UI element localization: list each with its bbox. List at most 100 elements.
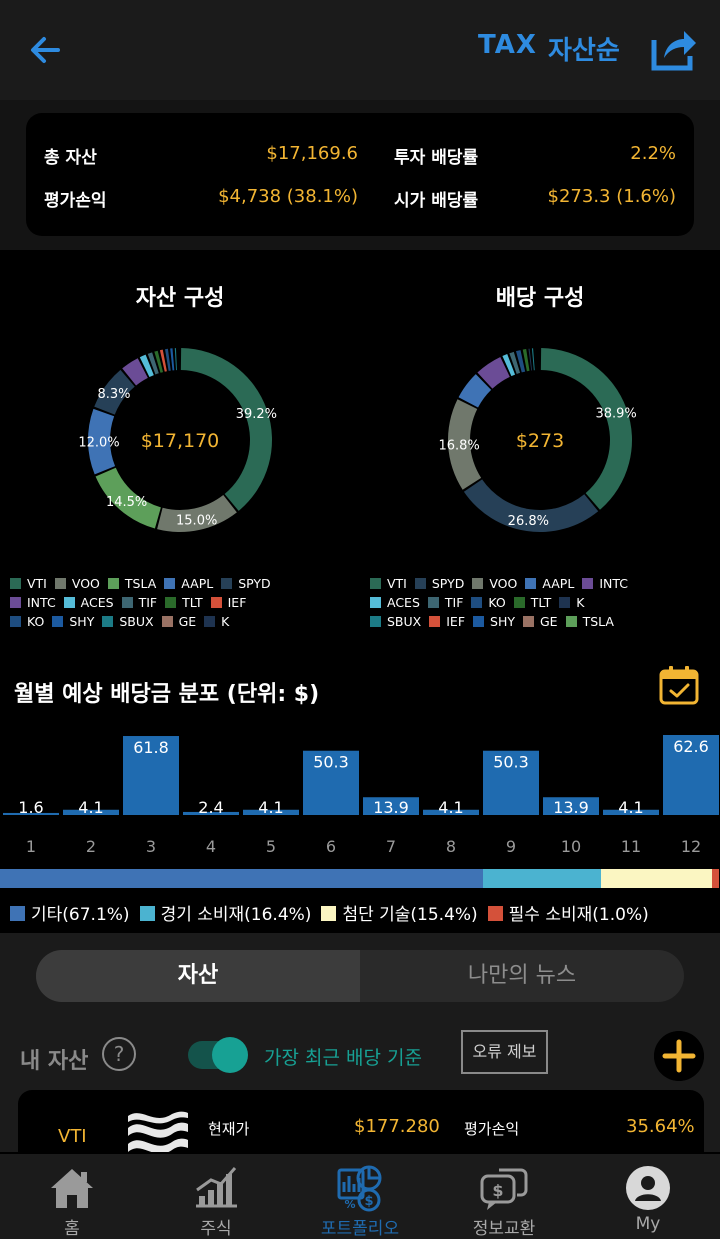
bar-value-label: 4.1 [78,798,103,817]
legend-swatch [370,597,381,608]
legend-swatch [102,616,114,627]
asset-chart-slice-aapl[interactable] [87,408,116,475]
asset-chart-slice-vti[interactable] [180,348,272,511]
legend-swatch [565,616,577,627]
dividend-chart-slice-k[interactable] [528,348,533,371]
dividend-chart-slice-vti[interactable] [540,348,632,510]
legend-swatch [471,597,483,608]
legend-item-tlt: TLT [513,593,551,612]
nav-stocks[interactable]: 주식 [144,1154,288,1239]
nav-portfolio[interactable]: $ % 포트폴리오 [288,1154,432,1239]
bar-month-12[interactable] [663,735,719,815]
legend-swatch [582,578,594,589]
asset-donut-chart[interactable]: 39.2% 15.0% 14.5% 12.0% 8.3% $17,170 [78,340,280,540]
legend-label: IEF [227,595,247,610]
bar-month-9[interactable] [483,750,539,815]
bottom-navigation: 홈 주식 $ % 포트폴리오 $ 정보교환 [0,1152,720,1239]
asset-chart-slice-aces[interactable] [139,354,154,378]
month-tick-label: 1 [26,837,36,856]
tab-my-news[interactable]: 나만의 뉴스 [467,963,577,988]
legend-swatch [204,616,216,627]
dividend-chart-slice-intc[interactable] [477,357,510,389]
asset-chart-slice-tlt[interactable] [154,350,164,373]
legend-swatch [472,578,484,589]
calendar-icon[interactable] [658,664,700,706]
dividend-chart-slice-sbux[interactable] [531,348,535,371]
legend-swatch [10,597,21,608]
legend-item-k: K [204,612,229,631]
legend-swatch [10,578,21,589]
market-yield-value: $273.3 (1.6%) [547,186,676,207]
bar-month-10[interactable] [543,797,599,815]
month-tick-label: 6 [326,837,336,856]
legend-label: K [221,614,230,629]
bar-value-label: 13.9 [553,798,589,817]
monthly-dividend-bar-chart: 1.6 1 4.1 2 61.8 3 2.4 4 4.1 5 50.3 6 13.9 7 4.1 8 50.3 9… [3,735,719,856]
bar-value-label: 4.1 [438,798,463,817]
asset-chart-slice-spyd[interactable] [94,369,135,415]
help-icon[interactable]: ? [102,1037,136,1071]
bar-month-1[interactable] [3,812,59,815]
sector-legend: 기타(67.1%) 경기 소비재(16.4%) 첨단 기술(15.4%) 필수 소비재… [10,900,659,925]
bar-month-11[interactable] [603,809,659,815]
back-arrow-icon[interactable] [28,30,64,70]
asset-chart-slice-intc[interactable] [122,358,148,386]
asset-chart-slice-tsla[interactable] [95,467,161,529]
dividend-chart-slice-ko[interactable] [515,350,526,373]
dividend-chart-slice-tif[interactable] [509,351,521,374]
month-tick-label: 10 [561,837,581,856]
app-header: TAX 자산순 [0,0,720,100]
legend-label: TSLA [124,576,157,591]
nav-my[interactable]: My [576,1154,720,1239]
bar-month-4[interactable] [183,811,239,815]
legend-label: GE [178,614,197,629]
nav-info-exchange[interactable]: $ 정보교환 [432,1154,576,1239]
dividend-chart-slice-aapl[interactable] [458,374,492,408]
bar-month-5[interactable] [243,809,299,815]
month-tick-label: 7 [386,837,396,856]
sector-label: 첨단 기술(15.4%) [342,905,478,925]
holding-ticker: VTI [58,1126,87,1147]
share-icon[interactable] [650,26,698,72]
month-tick-label: 4 [206,837,216,856]
asset-chart-slice-voo[interactable] [157,495,237,532]
legend-item-k: K [559,593,585,612]
bar-month-6[interactable] [303,750,359,815]
legend-item-spyd: SPYD [414,574,464,593]
dividend-chart-slice-voo[interactable] [448,399,482,490]
error-report-button[interactable]: 오류 제보 [461,1030,548,1074]
tax-button[interactable]: TAX [478,30,537,60]
bar-month-8[interactable] [423,809,479,815]
nav-home[interactable]: 홈 [0,1154,144,1239]
asset-chart-slice-sbux[interactable] [174,348,177,371]
legend-item-tsla: TSLA [565,612,614,631]
bar-month-2[interactable] [63,809,119,815]
sort-button[interactable]: 자산순 [548,36,620,66]
bar-month-3[interactable] [123,736,179,815]
legend-swatch [523,616,534,627]
dividend-chart-slice-ief[interactable] [535,348,537,371]
asset-chart-slice-shy[interactable] [170,348,175,371]
tab-assets[interactable]: 자산 [36,950,360,1002]
bar-month-7[interactable] [363,797,419,815]
chart-icon [196,1167,237,1208]
legend-label: GE [540,614,558,629]
user-icon [626,1166,670,1210]
dividend-chart-slice-aces[interactable] [502,354,516,377]
nav-info-exchange-label: 정보교환 [472,1219,536,1239]
legend-swatch [221,578,233,589]
asset-legend: VTI VOO TSLA AAPL SPYD INTC ACES TIF TLT IEF KO SHY… [10,574,340,631]
dividend-chart-slice-spyd[interactable] [463,479,599,532]
recent-dividend-toggle[interactable] [188,1037,248,1073]
gain-value: $4,738 (38.1%) [218,186,358,207]
asset-chart-slice-tif[interactable] [147,352,159,375]
legend-label: VTI [387,576,407,591]
bar-value-label: 61.8 [133,738,169,757]
legend-item-voo: VOO [472,574,517,593]
add-asset-button[interactable] [654,1031,704,1081]
dividend-donut-chart[interactable]: 38.9% 26.8% 16.8% $273 [438,340,640,540]
legend-swatch [427,597,439,608]
asset-chart-slice-ief[interactable] [159,349,167,372]
asset-chart-slice-ko[interactable] [165,348,171,371]
dividend-chart-slice-tlt[interactable] [522,349,530,372]
